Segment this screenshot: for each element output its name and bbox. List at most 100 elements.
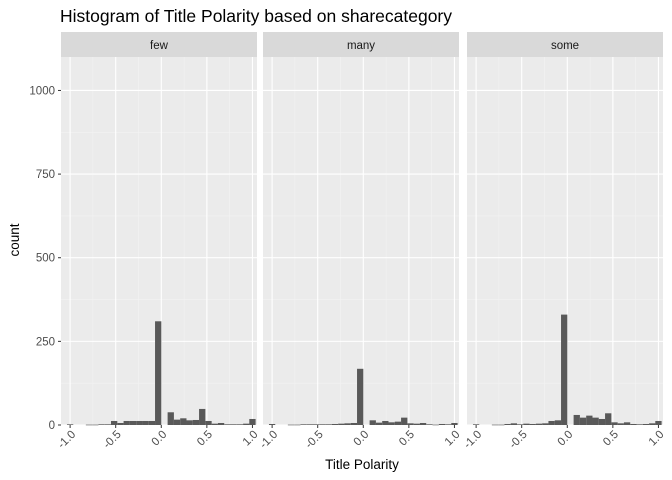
x-tick-label: 1.0 xyxy=(647,429,667,449)
histogram-bar xyxy=(85,424,93,426)
histogram-bar xyxy=(294,424,301,426)
histogram-bar xyxy=(357,368,364,425)
facet-panels: few -1.0 -0.5 0.0 0.5 1.0 many -1.0 -0.5 0.0 0.5 1.… xyxy=(29,32,667,452)
histogram-bar xyxy=(394,421,402,425)
histogram-bar xyxy=(375,422,383,425)
histogram-bar xyxy=(167,412,174,425)
facet-strip xyxy=(61,32,257,57)
histogram-bar xyxy=(445,424,452,425)
histogram-bar xyxy=(623,422,631,425)
histogram-bar xyxy=(548,420,555,425)
histogram-bar xyxy=(325,424,332,425)
histogram-bar xyxy=(517,424,524,425)
y-tick-label: 250 xyxy=(36,336,55,348)
x-tick-label: 0.5 xyxy=(601,429,621,449)
facet-strip-label: some xyxy=(551,40,579,52)
x-tick-label: 1.0 xyxy=(241,429,261,449)
histogram-bar xyxy=(535,423,543,425)
histogram-bar xyxy=(338,423,345,425)
histogram-bar xyxy=(407,423,414,425)
histogram-bar xyxy=(419,422,427,425)
histogram-bar xyxy=(579,417,587,425)
histogram-bar xyxy=(592,417,599,425)
histogram-bar xyxy=(104,424,112,425)
histogram-bar xyxy=(236,424,244,425)
histogram-bar xyxy=(523,423,530,425)
histogram-bar xyxy=(491,424,499,426)
histogram-bar xyxy=(636,424,643,425)
facet-panel-some: some -1.0 -0.5 0.0 0.5 1.0 xyxy=(462,32,667,451)
histogram-bar xyxy=(98,424,105,425)
histogram-bar xyxy=(230,424,237,425)
facet-strip xyxy=(263,32,459,57)
histogram-bar xyxy=(472,424,480,425)
histogram-bar xyxy=(504,423,511,425)
histogram-bar xyxy=(432,424,439,426)
facet-strip-label: few xyxy=(150,40,169,52)
histogram-bar xyxy=(205,420,212,425)
histogram-bar xyxy=(243,423,250,425)
histogram-bar xyxy=(66,424,74,425)
histogram-bar xyxy=(438,423,446,425)
histogram-bar xyxy=(173,419,181,425)
histogram-bar xyxy=(642,423,650,425)
y-tick-label: 0 xyxy=(49,420,55,432)
histogram-bar xyxy=(142,420,149,425)
histogram-bar xyxy=(129,420,137,425)
histogram-bar xyxy=(382,420,389,425)
facet-strip-label: many xyxy=(347,40,375,52)
histogram-bar xyxy=(630,423,637,425)
facet-panel-few: few -1.0 -0.5 0.0 0.5 1.0 xyxy=(56,32,261,451)
y-tick-label: 500 xyxy=(36,253,55,265)
histogram-bar xyxy=(573,414,580,425)
histogram-bar xyxy=(369,420,376,425)
histogram-bar xyxy=(123,420,130,425)
histogram-bar xyxy=(117,422,124,425)
histogram-bar xyxy=(192,419,200,425)
histogram-bar xyxy=(268,423,276,425)
histogram-bar xyxy=(180,418,187,425)
histogram-bar xyxy=(451,422,458,425)
histogram-bar xyxy=(217,422,225,425)
histogram-bar xyxy=(313,424,320,425)
histogram-bar xyxy=(331,423,339,425)
histogram-bar xyxy=(542,423,549,425)
y-axis-title: count xyxy=(7,223,22,256)
histogram-bar xyxy=(655,420,662,425)
histogram-bar xyxy=(287,424,295,426)
histogram-bar xyxy=(498,424,505,426)
histogram-bar xyxy=(529,423,536,425)
y-tick-label: 1000 xyxy=(29,85,55,97)
histogram-bar xyxy=(199,408,206,425)
histogram-bar xyxy=(249,418,256,425)
x-tick-label: -0.5 xyxy=(303,429,326,452)
x-tick-label: 0.5 xyxy=(397,429,417,449)
histogram-bar xyxy=(111,420,118,425)
histogram-bar xyxy=(649,423,656,425)
x-axis-title: Title Polarity xyxy=(325,457,399,472)
x-tick-label: -1.0 xyxy=(462,429,485,452)
histogram-bar xyxy=(306,424,314,425)
histogram-bar xyxy=(598,418,606,425)
histogram-bar xyxy=(350,422,358,425)
histogram-bar xyxy=(344,423,351,425)
histogram-bar xyxy=(401,417,408,425)
y-tick-label: 750 xyxy=(36,169,55,181)
histogram-bar xyxy=(300,424,307,425)
histogram-bar xyxy=(148,420,156,425)
histogram-bar xyxy=(388,422,395,425)
x-tick-label: 0.5 xyxy=(195,429,215,449)
panel-background xyxy=(263,57,459,425)
histogram-bar xyxy=(224,424,231,425)
facet-strip xyxy=(467,32,663,57)
chart-title: Histogram of Title Polarity based on sha… xyxy=(60,6,452,26)
histogram-bar xyxy=(136,420,143,425)
histogram-bar xyxy=(617,423,624,425)
histogram-bar xyxy=(510,423,518,425)
histogram-bar xyxy=(92,424,99,426)
x-tick-label: -1.0 xyxy=(56,429,79,452)
histogram-bar xyxy=(554,420,562,425)
histogram-bar xyxy=(155,321,162,425)
histogram-bar xyxy=(586,415,593,425)
